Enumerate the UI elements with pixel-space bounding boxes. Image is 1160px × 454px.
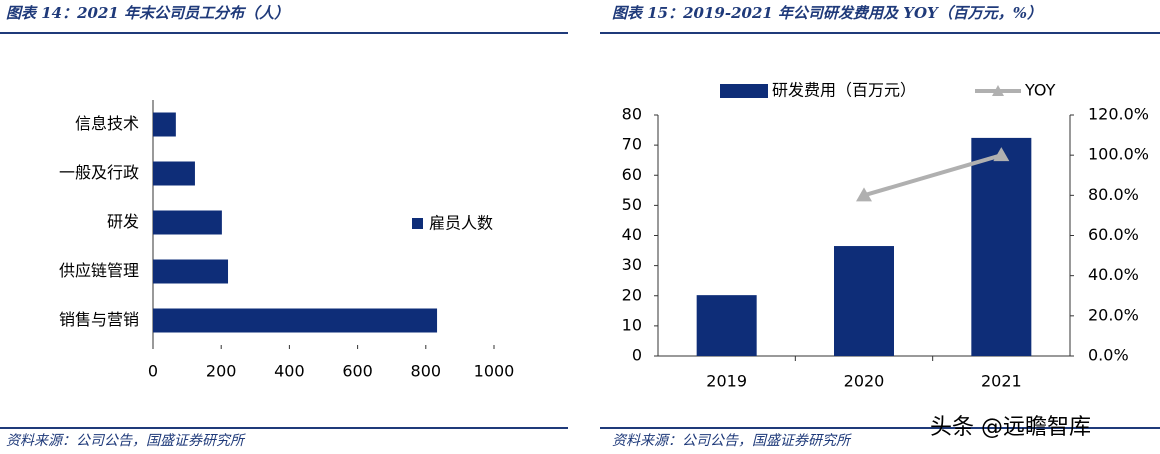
chart-title: 图表 15：2019-2021 年公司研发费用及 YOY（百万元，%）	[612, 4, 1042, 22]
x-tick-label: 800	[411, 362, 442, 381]
y-tick-label: 60	[622, 165, 642, 184]
x-tick-label: 1000	[474, 362, 515, 381]
y-tick-label: 70	[622, 135, 642, 154]
x-tick-label: 0	[148, 362, 158, 381]
y-tick-label: 50	[622, 195, 642, 214]
y-tick-label: 80	[622, 105, 642, 124]
y2-tick-label: 20.0%	[1088, 305, 1139, 324]
y-tick-label: 销售与营销	[59, 310, 139, 329]
y2-tick-label: 60.0%	[1088, 225, 1139, 244]
y-tick-label: 信息技术	[75, 114, 139, 133]
y2-tick-label: 100.0%	[1088, 145, 1149, 164]
bar	[153, 161, 195, 186]
line-marker	[856, 187, 872, 202]
x-tick-label: 2019	[706, 372, 747, 391]
y-tick-label: 20	[622, 285, 642, 304]
bar	[153, 259, 229, 284]
line-marker	[993, 147, 1010, 162]
y2-tick-label: 80.0%	[1088, 185, 1139, 204]
line	[863, 153, 1002, 198]
bar	[971, 137, 1032, 356]
bar	[153, 112, 176, 137]
x-tick-label: 200	[206, 362, 237, 381]
bar	[153, 210, 222, 235]
bar	[834, 246, 894, 356]
chart-title: 图表 14：2021 年末公司员工分布（人）	[6, 4, 289, 22]
y2-tick-label: 120.0%	[1088, 105, 1149, 124]
y2-tick-label: 40.0%	[1088, 265, 1139, 284]
y-tick-label: 40	[622, 225, 642, 244]
source-note: 资料来源：公司公告，国盛证券研究所	[612, 433, 852, 449]
legend-label: 雇员人数	[429, 214, 493, 233]
y-tick-label: 0	[632, 346, 642, 365]
x-tick-label: 400	[274, 362, 305, 381]
y-tick-label: 研发	[107, 212, 139, 231]
bar	[696, 295, 757, 356]
bar	[153, 308, 438, 333]
legend-label: 研发费用（百万元）	[772, 81, 916, 100]
watermark: 头条 @远瞻智库	[930, 415, 1091, 440]
x-tick-label: 2020	[844, 372, 885, 391]
y-tick-label: 30	[622, 255, 642, 274]
legend-marker	[992, 85, 1004, 96]
y2-tick-label: 0.0%	[1088, 346, 1129, 365]
x-tick-label: 600	[342, 362, 373, 381]
x-tick-label: 2021	[981, 372, 1022, 391]
legend-swatch	[720, 84, 768, 98]
source-note: 资料来源：公司公告，国盛证券研究所	[6, 433, 246, 449]
y-tick-label: 10	[622, 315, 642, 334]
y-tick-label: 一般及行政	[59, 163, 139, 182]
y-tick-label: 供应链管理	[59, 261, 139, 280]
legend-swatch	[412, 218, 423, 229]
legend-label: YOY	[1024, 81, 1056, 100]
